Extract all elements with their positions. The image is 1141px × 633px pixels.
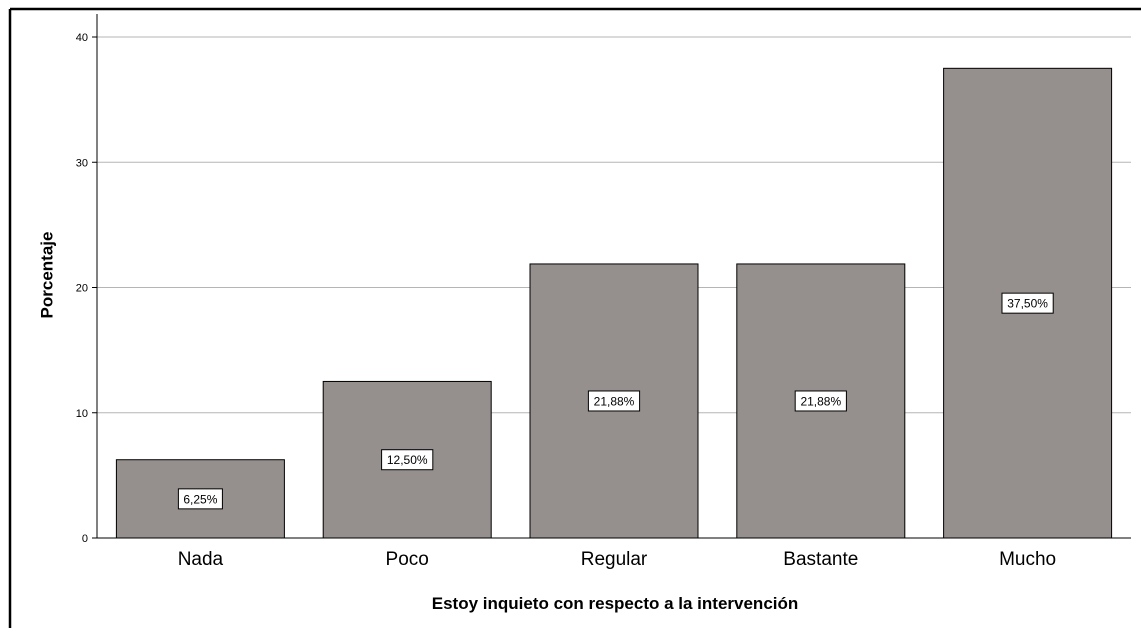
data-label: 21,88% [794, 390, 847, 412]
x-axis-title: Estoy inquieto con respecto a la interve… [432, 594, 799, 613]
data-label: 6,25% [177, 488, 223, 510]
y-tick-label: 0 [82, 533, 88, 545]
data-label: 12,50% [381, 449, 434, 471]
data-label-text: 6,25% [183, 492, 217, 506]
data-label-box [177, 488, 223, 510]
x-tick-label: Bastante [783, 549, 858, 570]
data-label-text: 37,50% [1007, 297, 1048, 311]
data-label-text: 21,88% [800, 394, 841, 408]
data-labels: 6,25% 12,50% 21,88% 21,88% 37,50% [177, 292, 1054, 510]
x-tick-label: Mucho [999, 549, 1056, 570]
data-label-text: 21,88% [594, 394, 635, 408]
y-tick-label: 30 [76, 157, 88, 169]
axes [96, 14, 1131, 539]
x-tick-label: Regular [581, 549, 648, 570]
data-label-box [381, 449, 434, 471]
data-label-box [1001, 292, 1054, 314]
x-tick-label: Nada [178, 549, 224, 570]
y-tick-label: 40 [76, 32, 88, 44]
y-ticks: 0 10 20 30 40 [76, 32, 97, 545]
data-label-box [794, 390, 847, 412]
y-tick-label: 10 [76, 408, 88, 420]
data-label: 37,50% [1001, 292, 1054, 314]
x-ticks: Nada Poco Regular Bastante Mucho [178, 549, 1056, 570]
y-tick-label: 20 [76, 283, 88, 295]
data-label-text: 12,50% [387, 453, 428, 467]
x-tick-label: Poco [386, 549, 429, 570]
data-label: 21,88% [587, 390, 641, 412]
y-axis-title: Porcentaje [37, 232, 56, 319]
data-label-box [587, 390, 641, 412]
bars [115, 67, 1113, 539]
